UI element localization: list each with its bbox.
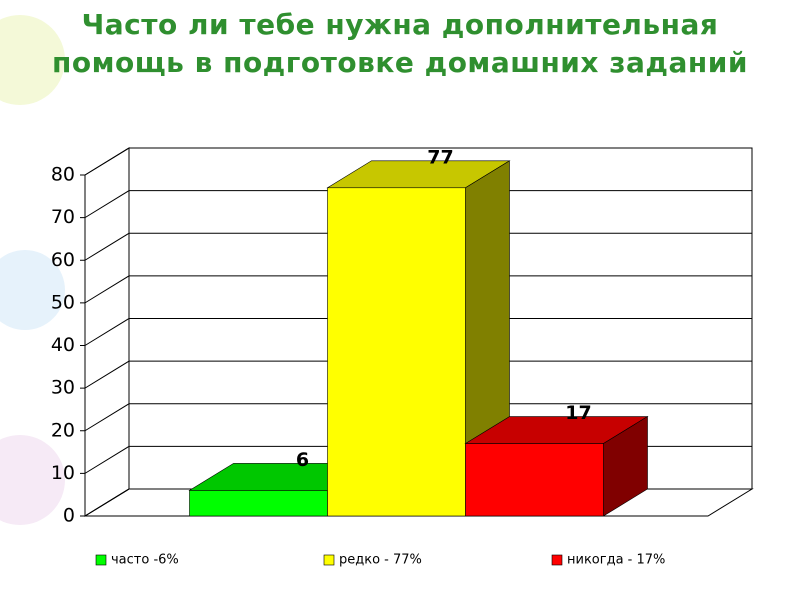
bar-front bbox=[189, 490, 328, 517]
y-tick-label: 80 bbox=[51, 164, 75, 186]
data-label: 77 bbox=[427, 146, 453, 168]
y-tick-label: 40 bbox=[51, 334, 75, 356]
grid-line bbox=[84, 147, 752, 176]
y-tick-label: 70 bbox=[51, 206, 75, 228]
legend-swatch bbox=[323, 554, 335, 566]
grid-line bbox=[84, 318, 752, 346]
legend-label: редко - 77% bbox=[339, 553, 422, 568]
y-tick-label: 10 bbox=[51, 462, 75, 484]
grid-line bbox=[84, 190, 752, 219]
bar-front bbox=[327, 187, 466, 517]
grid-line bbox=[84, 403, 752, 432]
legend-swatch bbox=[95, 554, 107, 566]
grid-line bbox=[84, 232, 752, 261]
data-label: 17 bbox=[565, 402, 591, 424]
grid-line bbox=[84, 360, 752, 389]
grid-line bbox=[84, 275, 752, 304]
legend-label: никогда - 17% bbox=[567, 553, 665, 568]
bar bbox=[464, 416, 649, 517]
legend-label: часто -6% bbox=[111, 553, 179, 568]
y-tick-label: 0 bbox=[63, 505, 75, 527]
y-tick-label: 20 bbox=[51, 419, 75, 441]
decor bbox=[0, 435, 65, 525]
decor bbox=[0, 250, 65, 330]
decor bbox=[0, 15, 65, 105]
bar bbox=[326, 160, 511, 517]
legend-swatch bbox=[551, 554, 563, 566]
y-tick-label: 30 bbox=[51, 377, 75, 399]
y-tick-label: 60 bbox=[51, 249, 75, 271]
data-label: 6 bbox=[296, 449, 309, 471]
bar-front bbox=[465, 443, 604, 517]
y-tick-label: 50 bbox=[51, 291, 75, 313]
chart-title: Часто ли тебе нужна дополнительная помощ… bbox=[52, 8, 748, 79]
